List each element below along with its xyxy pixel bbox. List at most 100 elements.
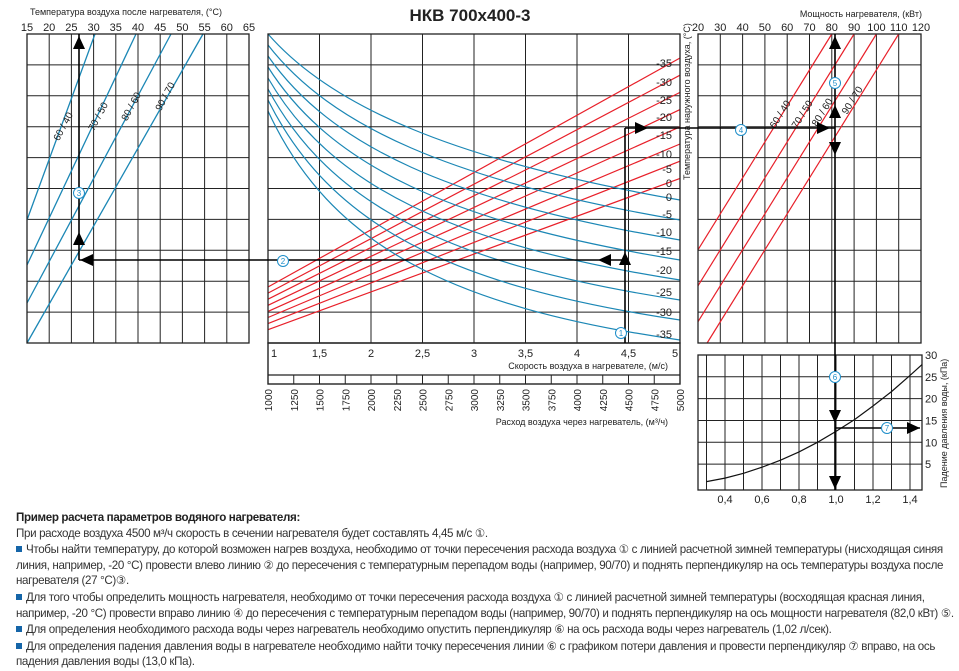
step-marker-circle xyxy=(73,187,85,199)
left-axis-title: Температура воздуха после нагревателя, (… xyxy=(30,7,222,17)
arrow-right-icon xyxy=(635,122,648,134)
power-tick-label: 20 xyxy=(692,22,704,34)
red-line-label: -30 xyxy=(656,77,672,89)
blue-curve-label: -5 xyxy=(662,209,672,221)
flow-tick-label: 3750 xyxy=(547,389,558,412)
arrow-up-icon xyxy=(829,105,841,118)
power-tick-label: 120 xyxy=(912,22,930,34)
flow-tick-label: 3000 xyxy=(470,389,481,412)
flow-tick-label: 1250 xyxy=(290,389,301,412)
left-curve-label: 90 / 70 xyxy=(154,80,178,113)
arrow-left-icon xyxy=(80,254,93,266)
speed-tick-label: 5 xyxy=(672,348,678,360)
step-marker-number: 4 xyxy=(739,126,744,135)
arrow-up-icon xyxy=(73,232,85,245)
left-x-tick-label: 45 xyxy=(154,22,166,34)
flow-tick-label: 1000 xyxy=(264,389,275,412)
red-line-label: -35 xyxy=(656,58,672,70)
left-x-tick-label: 60 xyxy=(221,22,233,34)
flow-tick-label: 2500 xyxy=(419,389,430,412)
water-flow-tick-label: 1,2 xyxy=(865,494,880,506)
outdoor-temp-blue-curve xyxy=(267,33,681,201)
pressure-tick-label: 30 xyxy=(925,350,937,362)
example-step: Для того чтобы определить мощность нагре… xyxy=(16,590,956,621)
outdoor-temp-axis-title: Температура наружного воздуха, (°С) xyxy=(682,23,692,180)
water-flow-tick-label: 1,4 xyxy=(902,494,917,506)
example-step-text: Для того чтобы определить мощность нагре… xyxy=(16,590,954,620)
example-step-text: Для определения необходимого расхода вод… xyxy=(26,623,832,637)
pressure-axis-title: Падение давления воды, (кПа) xyxy=(939,359,949,488)
chart-title: НКВ 700x400-3 xyxy=(410,6,531,25)
red-line-label: -15 xyxy=(656,130,672,142)
arrow-up-icon xyxy=(73,36,85,49)
left-x-tick-label: 55 xyxy=(198,22,210,34)
blue-curve-label: -25 xyxy=(656,287,672,299)
speed-tick-label: 4 xyxy=(574,348,580,360)
step-marker-circle xyxy=(829,77,841,89)
heater-nomogram: НКВ 700x400-315 20 25 30 35 40 45 50 55 60 65Темпе… xyxy=(21,6,949,506)
flow-tick-label: 2000 xyxy=(367,389,378,412)
flow-tick-label: 1500 xyxy=(316,389,327,412)
example-title: Пример расчета параметров водяного нагре… xyxy=(16,511,300,524)
step-marker-circle xyxy=(829,371,841,383)
flow-tick-label: 2750 xyxy=(444,389,455,412)
pressure-drop-curve xyxy=(706,364,923,483)
example-step: Для определения падения давления воды в … xyxy=(16,639,956,670)
power-tick-label: 40 xyxy=(736,22,748,34)
speed-tick-label: 1,5 xyxy=(312,348,327,360)
left-water-regime-line xyxy=(26,33,204,344)
bullet-icon xyxy=(16,626,22,633)
arrow-down-icon xyxy=(829,476,841,489)
left-x-tick-label: 40 xyxy=(132,22,144,34)
left-water-regime-line xyxy=(26,33,172,304)
power-tick-label: 110 xyxy=(890,22,908,34)
arrow-down-icon xyxy=(829,142,841,155)
arrow-down-icon xyxy=(829,410,841,423)
outdoor-temp-red-line xyxy=(267,177,681,331)
step-marker-number: 7 xyxy=(885,424,890,433)
red-line-label: -20 xyxy=(656,112,672,124)
outdoor-temp-red-line xyxy=(267,74,681,294)
pressure-tick-label: 20 xyxy=(925,394,937,406)
outdoor-temp-red-line xyxy=(267,57,681,288)
left-water-regime-line xyxy=(26,33,137,266)
flow-tick-label: 1750 xyxy=(341,389,352,412)
power-tick-label: 80 xyxy=(826,22,838,34)
speed-tick-label: 1 xyxy=(271,348,277,360)
example-step-text: Чтобы найти температуру, до которой возм… xyxy=(16,543,944,588)
power-tick-label: 70 xyxy=(803,22,815,34)
center-chart-frame xyxy=(267,33,681,344)
water-flow-tick-label: 0,8 xyxy=(791,494,806,506)
outdoor-temp-blue-curve xyxy=(267,66,681,261)
step-marker-number: 3 xyxy=(77,189,82,198)
right-curve-label: 90 / 70 xyxy=(840,84,866,116)
example-intro: При расходе воздуха 4500 м³/ч скорость в… xyxy=(16,526,488,540)
step-marker-circle xyxy=(735,124,747,136)
step-marker-circle xyxy=(615,327,627,339)
step-marker-number: 1 xyxy=(619,329,624,338)
water-flow-tick-label: 0,4 xyxy=(717,494,732,506)
left-x-tick-label: 50 xyxy=(176,22,188,34)
flow-tick-label: 3250 xyxy=(496,389,507,412)
red-line-label: -10 xyxy=(656,149,672,161)
power-water-regime-line xyxy=(697,33,877,323)
left-x-tick-label: 15 xyxy=(21,22,33,34)
flow-tick-label: 5000 xyxy=(676,389,687,412)
blue-curve-label: 0 xyxy=(666,192,672,204)
left-x-tick-label: 30 xyxy=(87,22,99,34)
arrow-right-icon xyxy=(817,122,830,134)
left-curve-label: 80 / 60 xyxy=(120,90,144,123)
arrow-up-icon xyxy=(619,252,631,265)
calculation-example: Пример расчета параметров водяного нагре… xyxy=(16,510,956,671)
step-marker-number: 5 xyxy=(833,79,838,88)
power-tick-label: 100 xyxy=(867,22,885,34)
speed-tick-label: 3 xyxy=(471,348,477,360)
red-line-label: -5 xyxy=(662,164,672,176)
left-x-tick-label: 35 xyxy=(110,22,122,34)
outdoor-temp-blue-curve xyxy=(267,77,681,281)
bullet-icon xyxy=(16,593,22,600)
blue-curve-label: -10 xyxy=(656,227,672,239)
power-tick-label: 60 xyxy=(781,22,793,34)
outdoor-temp-blue-curve xyxy=(267,44,681,221)
flow-tick-label: 2250 xyxy=(393,389,404,412)
